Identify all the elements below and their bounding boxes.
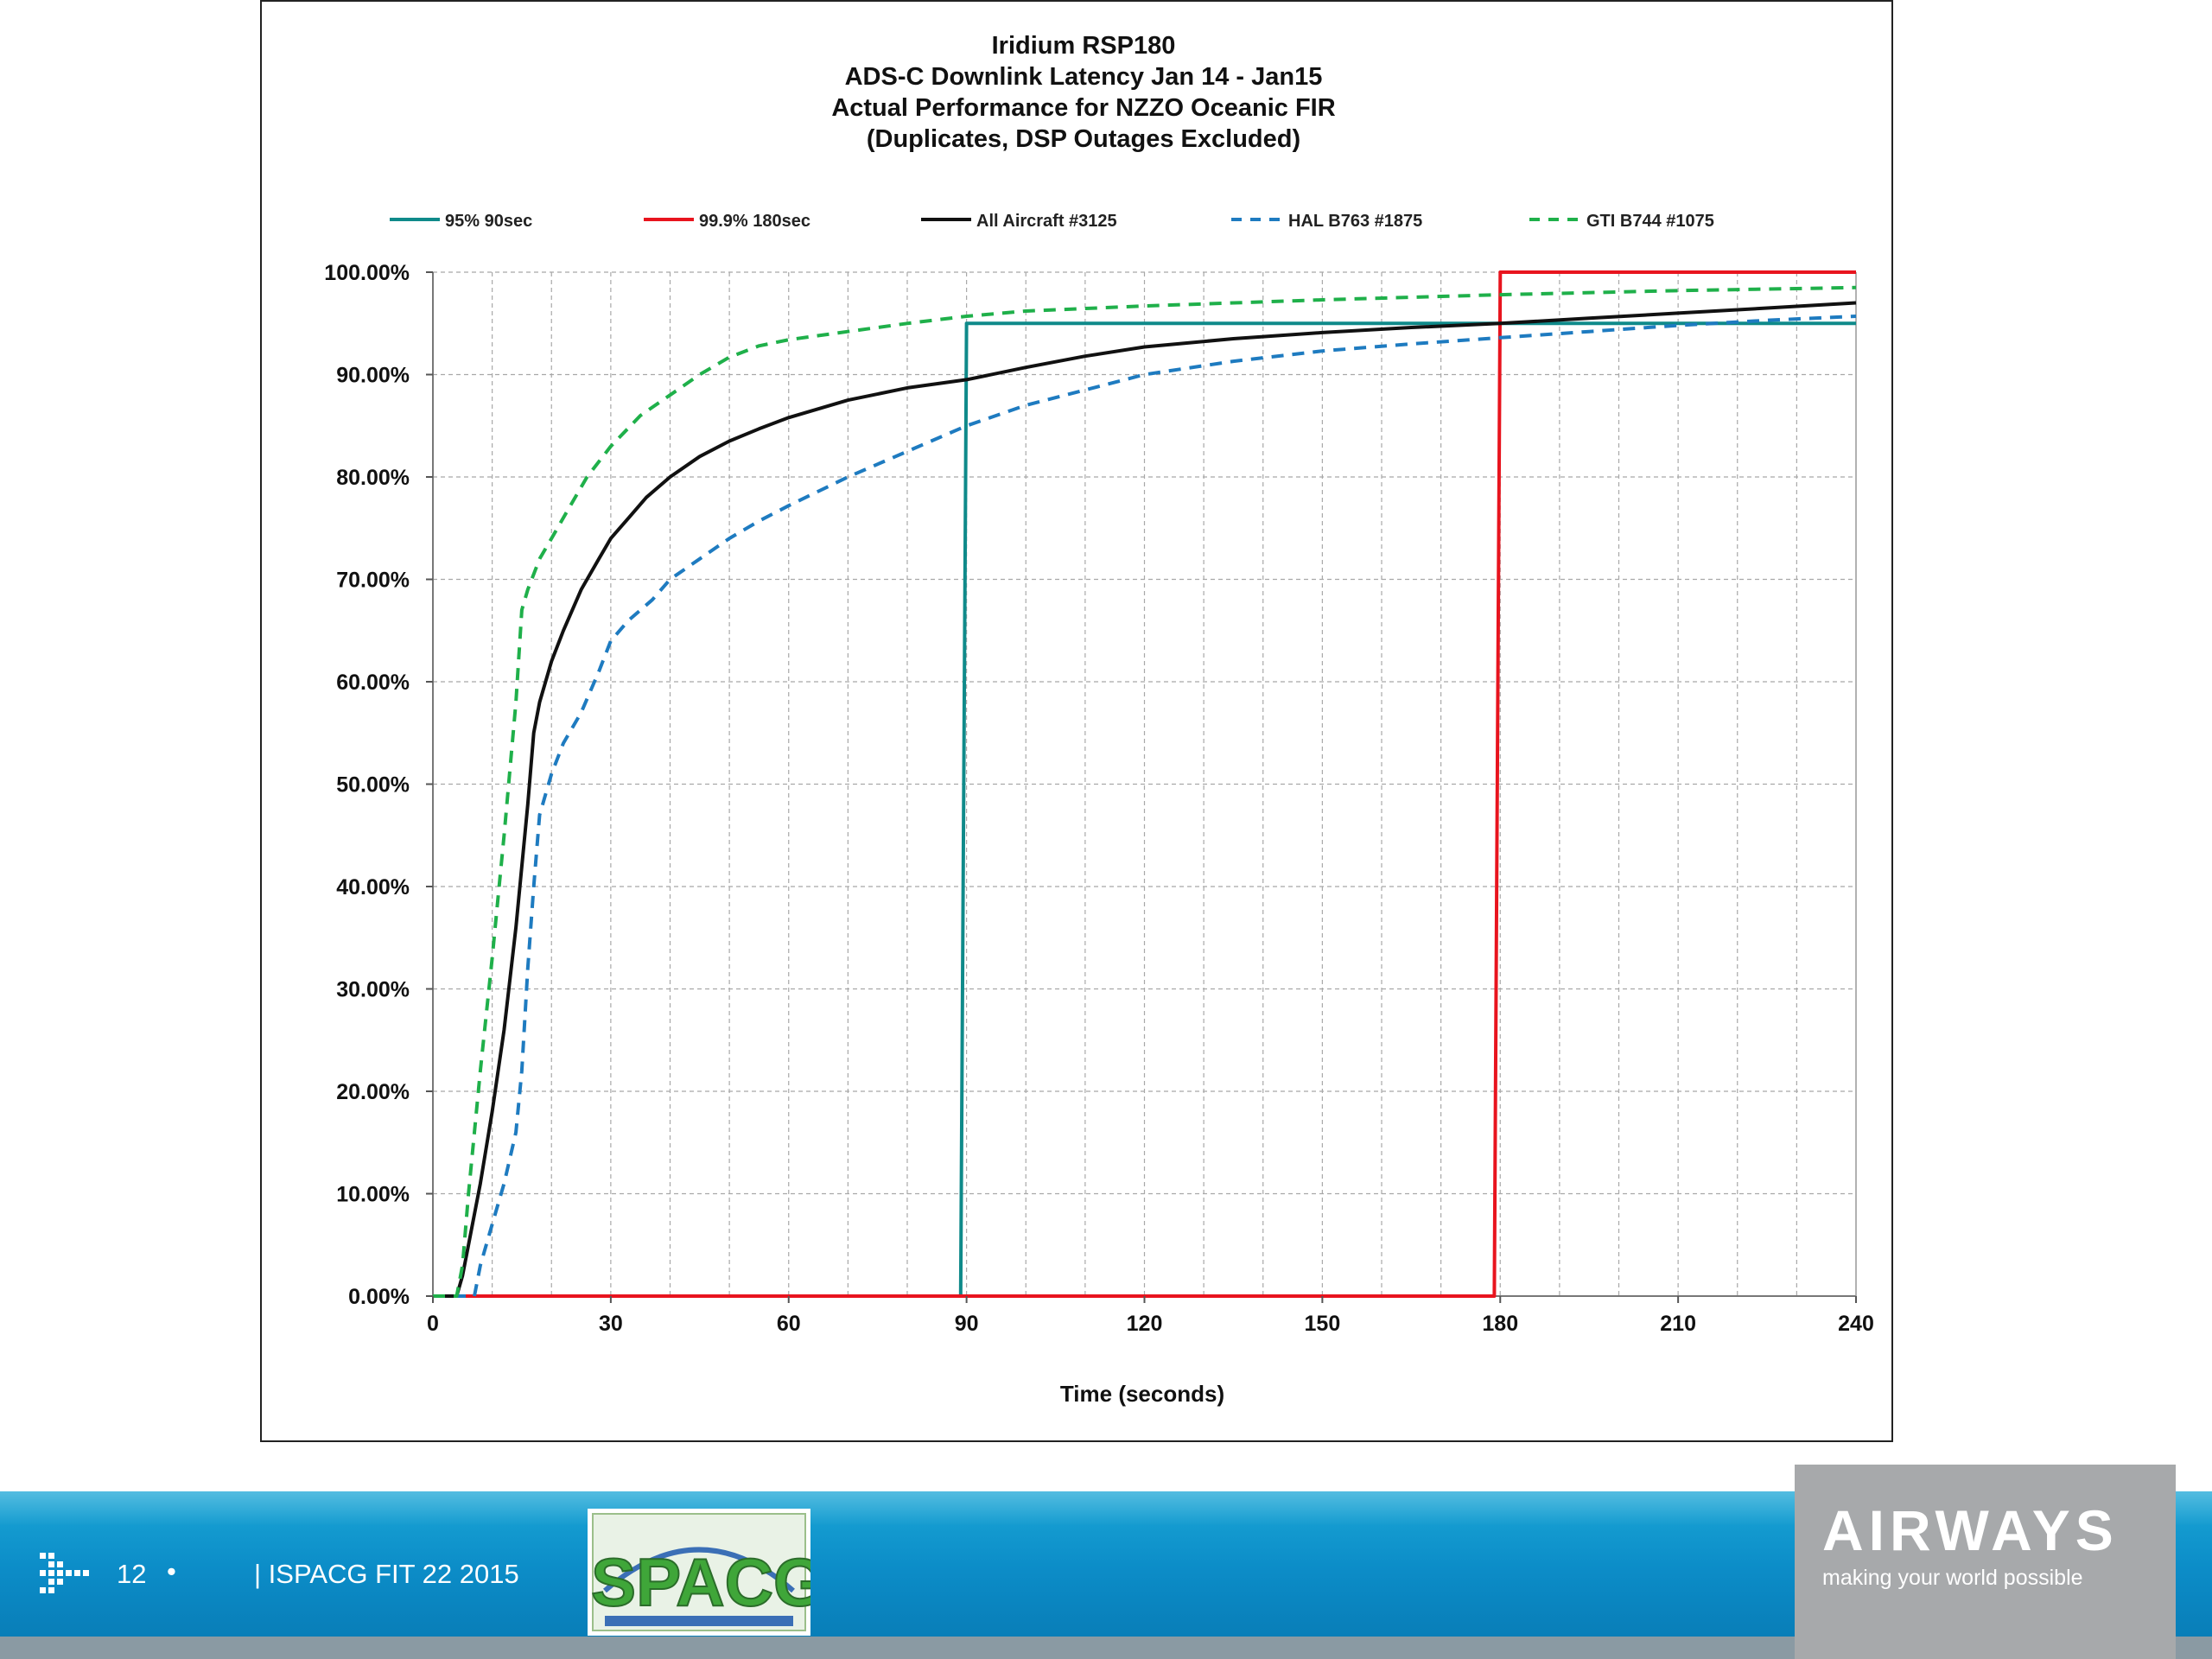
y-tick-label: 90.00% <box>336 364 410 388</box>
footer-bullet: • <box>167 1556 176 1586</box>
y-tick-label: 20.00% <box>336 1080 410 1104</box>
legend-label: HAL B763 #1875 <box>1288 212 1422 231</box>
page-number: 12 <box>117 1559 147 1589</box>
y-tick-label: 100.00% <box>324 261 410 285</box>
x-tick-label: 0 <box>427 1312 439 1336</box>
series-line <box>433 285 1857 1298</box>
x-tick-label: 150 <box>1305 1312 1341 1336</box>
chart-title-line: (Duplicates, DSP Outages Excluded) <box>867 125 1300 153</box>
event-label: | ISPACG FIT 22 2015 <box>254 1559 519 1589</box>
series-layer <box>433 270 1857 1298</box>
x-tick-label: 120 <box>1127 1312 1163 1336</box>
y-tick-label: 60.00% <box>336 671 410 695</box>
y-tick-label: 40.00% <box>336 875 410 899</box>
legend-label: 95% 90sec <box>445 212 532 231</box>
tick-layer: 0 30 60 90 120 150 180 210 240 0.00% 10.00% 20.00% 3… <box>324 261 1874 1336</box>
x-tick-label: 240 <box>1838 1312 1874 1336</box>
x-tick-label: 30 <box>599 1312 623 1336</box>
series-line <box>958 321 1856 1297</box>
airways-logo-box: AIRWAYS making your world possible <box>1795 1465 2176 1659</box>
chart-title-line: Iridium RSP180 <box>992 32 1176 60</box>
legend-label: All Aircraft #3125 <box>976 212 1117 231</box>
series-line <box>433 301 1857 1298</box>
y-tick-label: 70.00% <box>336 569 410 593</box>
series-line <box>433 315 1857 1298</box>
x-tick-label: 180 <box>1482 1312 1518 1336</box>
y-tick-label: 0.00% <box>348 1285 410 1309</box>
y-tick-label: 50.00% <box>336 773 410 798</box>
chart-title-line: Actual Performance for NZZO Oceanic FIR <box>831 94 1335 122</box>
arrow-dots-icon <box>40 1553 89 1593</box>
series-line <box>433 270 1856 1298</box>
y-tick-label: 80.00% <box>336 466 410 490</box>
airways-tagline: making your world possible <box>1822 1566 2083 1590</box>
x-tick-label: 60 <box>777 1312 801 1336</box>
legend-label: GTI B744 #1075 <box>1586 212 1714 231</box>
x-tick-label: 210 <box>1660 1312 1696 1336</box>
title-layer: Iridium RSP180 ADS-C Downlink Latency Jan… <box>831 32 1335 153</box>
airways-logo: AIRWAYS <box>1822 1498 2119 1562</box>
x-tick-label: 90 <box>955 1312 979 1336</box>
chart-title-line: ADS-C Downlink Latency Jan 14 - Jan15 <box>845 63 1323 91</box>
y-tick-label: 30.00% <box>336 978 410 1002</box>
grid-layer <box>433 271 1856 1296</box>
legend-label: 99.9% 180sec <box>699 212 810 231</box>
ispacg-logo: ISPACG <box>588 1509 810 1636</box>
x-axis-label: Time (seconds) <box>1060 1381 1224 1407</box>
ispacg-logo-text: ISPACG <box>588 1544 810 1620</box>
y-tick-label: 10.00% <box>336 1183 410 1207</box>
legend-layer: 95% 90sec 99.9% 180sec All Aircraft #3125 H… <box>390 212 1714 231</box>
